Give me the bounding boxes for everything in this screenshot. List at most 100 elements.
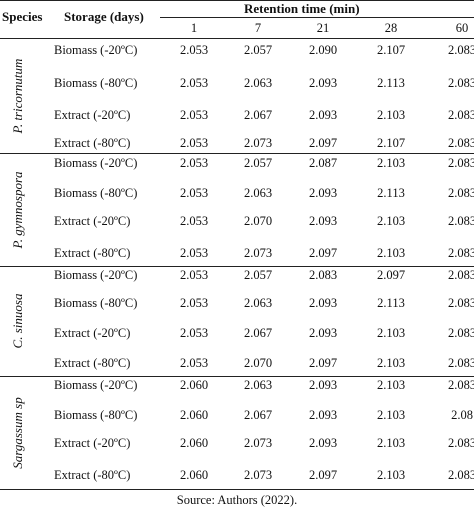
- value-cell: 2.083: [447, 186, 474, 200]
- value-cell: 2.067: [243, 108, 273, 122]
- storage-cell: Biomass (-20ºC): [54, 156, 138, 170]
- source-note: Source: Authors (2022).: [176, 493, 298, 507]
- header-time-21: 21: [316, 21, 330, 35]
- value-cell: 2.093: [308, 436, 338, 450]
- value-cell: 2.057: [243, 43, 273, 57]
- storage-cell: Extract (-80ºC): [54, 136, 131, 150]
- value-cell: 2.093: [308, 326, 338, 340]
- value-cell: 2.090: [308, 43, 338, 57]
- storage-cell: Extract (-20ºC): [54, 436, 131, 450]
- storage-cell: Extract (-20ºC): [54, 108, 131, 122]
- value-cell: 2.083: [447, 246, 474, 260]
- value-cell: 2.103: [376, 356, 406, 370]
- header-storage: Storage (days): [64, 9, 144, 24]
- value-cell: 2.083: [447, 436, 474, 450]
- value-cell: 2.097: [308, 468, 338, 482]
- value-cell: 2.093: [308, 296, 338, 310]
- value-cell: 2.093: [308, 378, 338, 392]
- value-cell: 2.060: [179, 378, 209, 392]
- value-cell: 2.053: [179, 186, 209, 200]
- header-rule: [0, 38, 474, 39]
- value-cell: 2.060: [179, 468, 209, 482]
- value-cell: 2.070: [243, 214, 273, 228]
- value-cell: 2.083: [447, 43, 474, 57]
- value-cell: 2.073: [243, 468, 273, 482]
- storage-cell: Biomass (-20ºC): [54, 268, 138, 282]
- storage-cell: Extract (-80ºC): [54, 246, 131, 260]
- value-cell: 2.083: [447, 296, 474, 310]
- value-cell: 2.060: [179, 408, 209, 422]
- header-retention: Retention time (min): [244, 1, 360, 16]
- storage-cell: Extract (-80ºC): [54, 356, 131, 370]
- header-time-60: 60: [455, 21, 469, 35]
- storage-cell: Biomass (-80ºC): [54, 186, 138, 200]
- value-cell: 2.053: [179, 246, 209, 260]
- value-cell: 2.067: [243, 408, 273, 422]
- value-cell: 2.053: [179, 136, 209, 150]
- value-cell: 2.063: [243, 76, 273, 90]
- header-time-1: 1: [190, 21, 198, 35]
- value-cell: 2.097: [376, 268, 406, 282]
- value-cell: 2.083: [447, 356, 474, 370]
- value-cell: 2.083: [447, 76, 474, 90]
- value-cell: 2.083: [447, 136, 474, 150]
- value-cell: 2.093: [308, 408, 338, 422]
- value-cell: 2.093: [308, 76, 338, 90]
- value-cell: 2.083: [447, 214, 474, 228]
- value-cell: 2.083: [447, 378, 474, 392]
- value-cell: 2.103: [376, 246, 406, 260]
- value-cell: 2.053: [179, 43, 209, 57]
- value-cell: 2.083: [447, 468, 474, 482]
- value-cell: 2.103: [376, 436, 406, 450]
- value-cell: 2.103: [376, 408, 406, 422]
- value-cell: 2.08: [451, 408, 473, 422]
- value-cell: 2.057: [243, 156, 273, 170]
- value-cell: 2.097: [308, 136, 338, 150]
- value-cell: 2.073: [243, 436, 273, 450]
- value-cell: 2.113: [377, 296, 405, 310]
- value-cell: 2.067: [243, 326, 273, 340]
- value-cell: 2.083: [447, 108, 474, 122]
- value-cell: 2.053: [179, 156, 209, 170]
- value-cell: 2.053: [179, 296, 209, 310]
- value-cell: 2.113: [377, 186, 405, 200]
- value-cell: 2.107: [376, 43, 406, 57]
- value-cell: 2.073: [243, 246, 273, 260]
- value-cell: 2.083: [447, 326, 474, 340]
- header-species: Species: [2, 9, 43, 24]
- storage-cell: Biomass (-20ºC): [54, 378, 138, 392]
- storage-cell: Biomass (-80ºC): [54, 296, 138, 310]
- group-rule: [0, 376, 474, 377]
- top-rule: [0, 0, 474, 1]
- value-cell: 2.053: [179, 326, 209, 340]
- value-cell: 2.070: [243, 356, 273, 370]
- value-cell: 2.087: [308, 156, 338, 170]
- storage-cell: Biomass (-80ºC): [54, 76, 138, 90]
- value-cell: 2.097: [308, 356, 338, 370]
- value-cell: 2.057: [243, 268, 273, 282]
- value-cell: 2.103: [376, 326, 406, 340]
- species-label: Sargassum sp: [10, 396, 25, 469]
- value-cell: 2.103: [376, 468, 406, 482]
- value-cell: 2.083: [447, 268, 474, 282]
- value-cell: 2.093: [308, 214, 338, 228]
- value-cell: 2.103: [376, 214, 406, 228]
- storage-cell: Biomass (-80ºC): [54, 408, 138, 422]
- value-cell: 2.097: [308, 246, 338, 260]
- value-cell: 2.093: [308, 186, 338, 200]
- value-cell: 2.053: [179, 268, 209, 282]
- value-cell: 2.107: [376, 136, 406, 150]
- species-label: C. sinuosa: [10, 293, 25, 349]
- value-cell: 2.093: [308, 108, 338, 122]
- header-time-7: 7: [254, 21, 262, 35]
- storage-cell: Extract (-20ºC): [54, 326, 131, 340]
- value-cell: 2.103: [376, 378, 406, 392]
- bottom-rule: [0, 489, 474, 490]
- group-rule: [0, 153, 474, 154]
- value-cell: 2.103: [376, 108, 406, 122]
- value-cell: 2.053: [179, 76, 209, 90]
- storage-cell: Extract (-20ºC): [54, 214, 131, 228]
- value-cell: 2.063: [243, 296, 273, 310]
- value-cell: 2.113: [377, 76, 405, 90]
- retention-rule: [160, 17, 474, 18]
